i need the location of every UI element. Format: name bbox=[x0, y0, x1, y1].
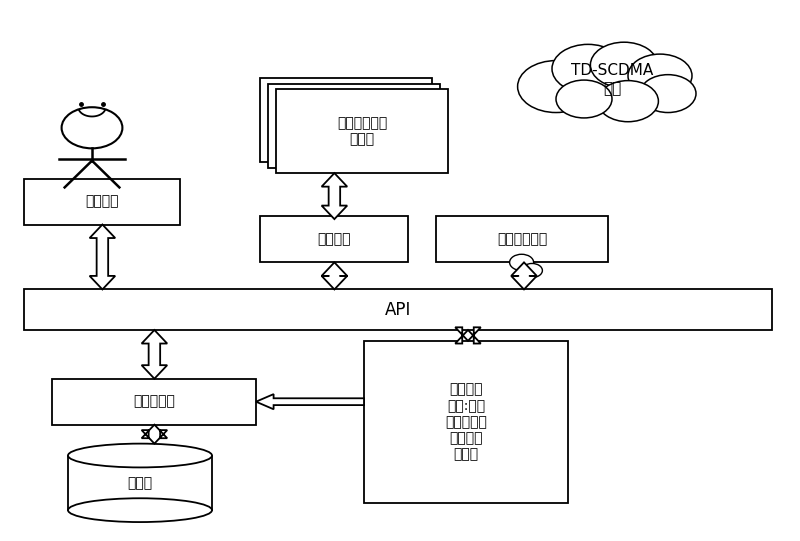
Circle shape bbox=[518, 61, 594, 113]
Polygon shape bbox=[455, 327, 481, 344]
Bar bbox=[24, 179, 180, 225]
Text: 网络扩展组件: 网络扩展组件 bbox=[497, 233, 547, 246]
Text: 业务或其他中
间组件: 业务或其他中 间组件 bbox=[337, 116, 387, 146]
Bar bbox=[24, 289, 772, 330]
Text: TD-SCDMA
网络: TD-SCDMA 网络 bbox=[571, 63, 653, 96]
Circle shape bbox=[510, 254, 534, 270]
Text: 规则库: 规则库 bbox=[127, 476, 153, 490]
Bar bbox=[52, 379, 256, 425]
Polygon shape bbox=[142, 330, 167, 379]
Bar bbox=[268, 84, 440, 168]
Bar bbox=[276, 89, 448, 173]
Polygon shape bbox=[142, 425, 167, 444]
Bar bbox=[364, 341, 568, 503]
Ellipse shape bbox=[68, 444, 212, 467]
Circle shape bbox=[640, 75, 696, 113]
Polygon shape bbox=[322, 262, 347, 289]
Polygon shape bbox=[256, 394, 364, 409]
Ellipse shape bbox=[68, 498, 212, 522]
Circle shape bbox=[628, 54, 692, 97]
Bar bbox=[68, 456, 212, 510]
Text: 规则库管理: 规则库管理 bbox=[133, 395, 175, 408]
Text: 扩展组件: 扩展组件 bbox=[318, 233, 350, 246]
Polygon shape bbox=[511, 262, 537, 289]
Circle shape bbox=[522, 263, 542, 278]
Polygon shape bbox=[90, 225, 115, 289]
Text: 用户需求: 用户需求 bbox=[86, 195, 118, 208]
Circle shape bbox=[598, 81, 658, 122]
Text: API: API bbox=[385, 301, 411, 319]
Bar bbox=[260, 78, 432, 162]
Polygon shape bbox=[322, 173, 347, 219]
Text: 规则引擎
核心:包括
推理引擎、
执行空间
和知识: 规则引擎 核心:包括 推理引擎、 执行空间 和知识 bbox=[445, 382, 487, 461]
Bar bbox=[260, 216, 408, 262]
Circle shape bbox=[590, 42, 658, 88]
Bar bbox=[436, 216, 608, 262]
Circle shape bbox=[552, 44, 624, 93]
Circle shape bbox=[556, 80, 612, 118]
